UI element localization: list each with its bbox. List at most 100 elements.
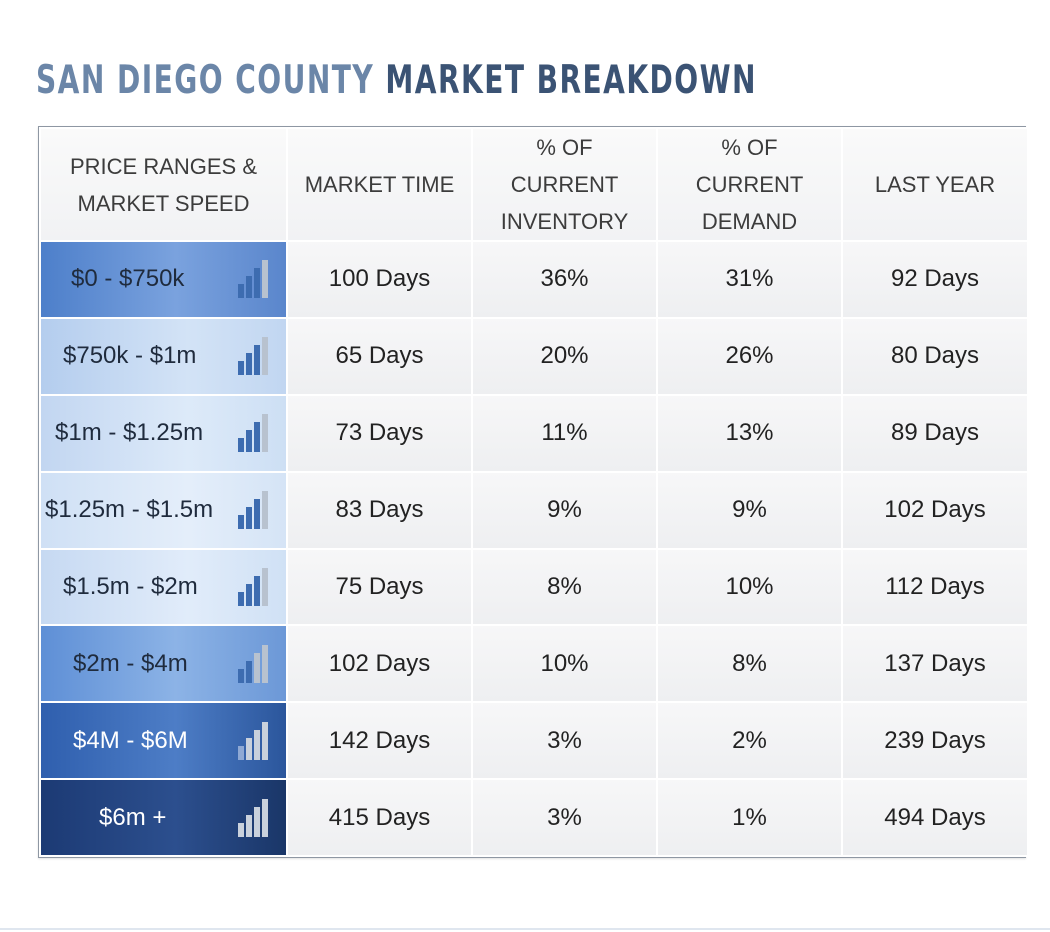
signal-bar	[238, 822, 244, 837]
signal-bars-icon	[238, 337, 268, 376]
signal-bars-icon	[238, 721, 268, 760]
signal-bars-icon	[238, 644, 268, 683]
signal-bar	[254, 806, 260, 837]
demand-cell: 9%	[656, 470, 843, 550]
header-price-ranges: PRICE RANGES & MARKET SPEED	[39, 127, 288, 242]
signal-bar	[262, 798, 268, 837]
signal-bar	[254, 729, 260, 760]
header-line: INVENTORY	[500, 209, 629, 234]
market-time-cell: 102 Days	[286, 624, 473, 704]
market-time-cell: 83 Days	[286, 470, 473, 550]
signal-bar	[246, 583, 252, 606]
demand-cell: 8%	[656, 624, 843, 704]
price-range-cell: $2m - $4m	[39, 624, 288, 704]
price-range-label: $2m - $4m	[73, 649, 188, 677]
signal-bar	[246, 660, 252, 683]
price-range-cell: $1.25m - $1.5m	[39, 470, 288, 550]
signal-bar	[246, 353, 252, 376]
signal-bars-icon	[238, 567, 268, 606]
signal-bar	[238, 591, 244, 606]
header-line: LAST YEAR	[874, 172, 996, 197]
price-range-cell: $1m - $1.25m	[39, 393, 288, 473]
price-range-label: $1m - $1.25m	[55, 419, 204, 447]
demand-cell: 26%	[656, 316, 843, 396]
signal-bars-icon	[238, 260, 268, 299]
table-row: $1m - $1.25m 73 Days 11% 13% 89 Days	[39, 393, 1029, 473]
market-time-cell: 415 Days	[286, 778, 473, 857]
last-year-cell: 494 Days	[841, 778, 1029, 857]
signal-bars-icon	[238, 798, 268, 837]
last-year-cell: 89 Days	[841, 393, 1029, 473]
inventory-cell: 3%	[471, 701, 658, 781]
table-body: $0 - $750k 100 Days 36% 31% 92 Days $750k - $…	[39, 240, 1029, 857]
inventory-cell: 11%	[471, 393, 658, 473]
table-row: $0 - $750k 100 Days 36% 31% 92 Days	[39, 240, 1029, 319]
signal-bar	[246, 737, 252, 760]
signal-bar	[254, 652, 260, 683]
demand-cell: 10%	[656, 547, 843, 627]
price-range-cell: $1.5m - $2m	[39, 547, 288, 627]
last-year-cell: 102 Days	[841, 470, 1029, 550]
table-header-row: PRICE RANGES & MARKET SPEED MARKET TIME % O…	[39, 127, 1029, 242]
signal-bar	[262, 721, 268, 760]
table-row: $4M - $6M 142 Days 3% 2% 239 Days	[39, 701, 1029, 781]
market-time-cell: 100 Days	[286, 240, 473, 319]
signal-bar	[238, 745, 244, 760]
price-range-cell: $4M - $6M	[39, 701, 288, 781]
signal-bar	[262, 491, 268, 530]
inventory-cell: 9%	[471, 470, 658, 550]
header-line: MARKET TIME	[304, 172, 455, 197]
header-inventory: % OF CURRENT INVENTORY	[471, 127, 658, 242]
signal-bar	[238, 438, 244, 453]
signal-bars-icon	[238, 491, 268, 530]
header-line: CURRENT	[510, 172, 619, 197]
market-time-cell: 142 Days	[286, 701, 473, 781]
inventory-cell: 10%	[471, 624, 658, 704]
demand-cell: 13%	[656, 393, 843, 473]
price-range-cell: $6m +	[39, 778, 288, 857]
header-line: % OF	[536, 135, 593, 160]
table-row: $750k - $1m 65 Days 20% 26% 80 Days	[39, 316, 1029, 396]
signal-bar	[254, 268, 260, 299]
signal-bars-icon	[238, 414, 268, 453]
signal-bar	[246, 430, 252, 453]
demand-cell: 31%	[656, 240, 843, 319]
inventory-cell: 20%	[471, 316, 658, 396]
last-year-cell: 80 Days	[841, 316, 1029, 396]
last-year-cell: 239 Days	[841, 701, 1029, 781]
header-line: DEMAND	[701, 209, 798, 234]
signal-bar	[254, 575, 260, 606]
signal-bar	[238, 515, 244, 530]
footer-divider	[0, 928, 1050, 930]
signal-bar	[238, 668, 244, 683]
price-range-cell: $750k - $1m	[39, 316, 288, 396]
market-time-cell: 75 Days	[286, 547, 473, 627]
signal-bar	[262, 337, 268, 376]
market-breakdown-table: PRICE RANGES & MARKET SPEED MARKET TIME % O…	[38, 126, 1029, 858]
table-row: $6m + 415 Days 3% 1% 494 Days	[39, 778, 1029, 857]
price-range-cell: $0 - $750k	[39, 240, 288, 319]
price-range-label: $4M - $6M	[73, 726, 188, 754]
signal-bar	[262, 260, 268, 299]
page-title: SAN DIEGO COUNTY MARKET BREAKDOWN	[36, 58, 757, 103]
table-row: $1.5m - $2m 75 Days 8% 10% 112 Days	[39, 547, 1029, 627]
header-market-time: MARKET TIME	[286, 127, 473, 242]
table-row: $1.25m - $1.5m 83 Days 9% 9% 102 Days	[39, 470, 1029, 550]
price-range-label: $6m +	[99, 803, 167, 831]
title-part-breakdown: MARKET BREAKDOWN	[385, 58, 757, 103]
market-time-cell: 73 Days	[286, 393, 473, 473]
header-demand: % OF CURRENT DEMAND	[656, 127, 843, 242]
header-line: MARKET SPEED	[77, 190, 250, 216]
inventory-cell: 8%	[471, 547, 658, 627]
table-row: $2m - $4m 102 Days 10% 8% 137 Days	[39, 624, 1029, 704]
header-line: PRICE RANGES &	[69, 153, 258, 179]
price-range-label: $1.25m - $1.5m	[45, 496, 214, 524]
signal-bar	[262, 567, 268, 606]
header-line: CURRENT	[695, 172, 804, 197]
last-year-cell: 137 Days	[841, 624, 1029, 704]
market-time-cell: 65 Days	[286, 316, 473, 396]
demand-cell: 2%	[656, 701, 843, 781]
last-year-cell: 92 Days	[841, 240, 1029, 319]
header-line: % OF	[721, 135, 778, 160]
demand-cell: 1%	[656, 778, 843, 857]
